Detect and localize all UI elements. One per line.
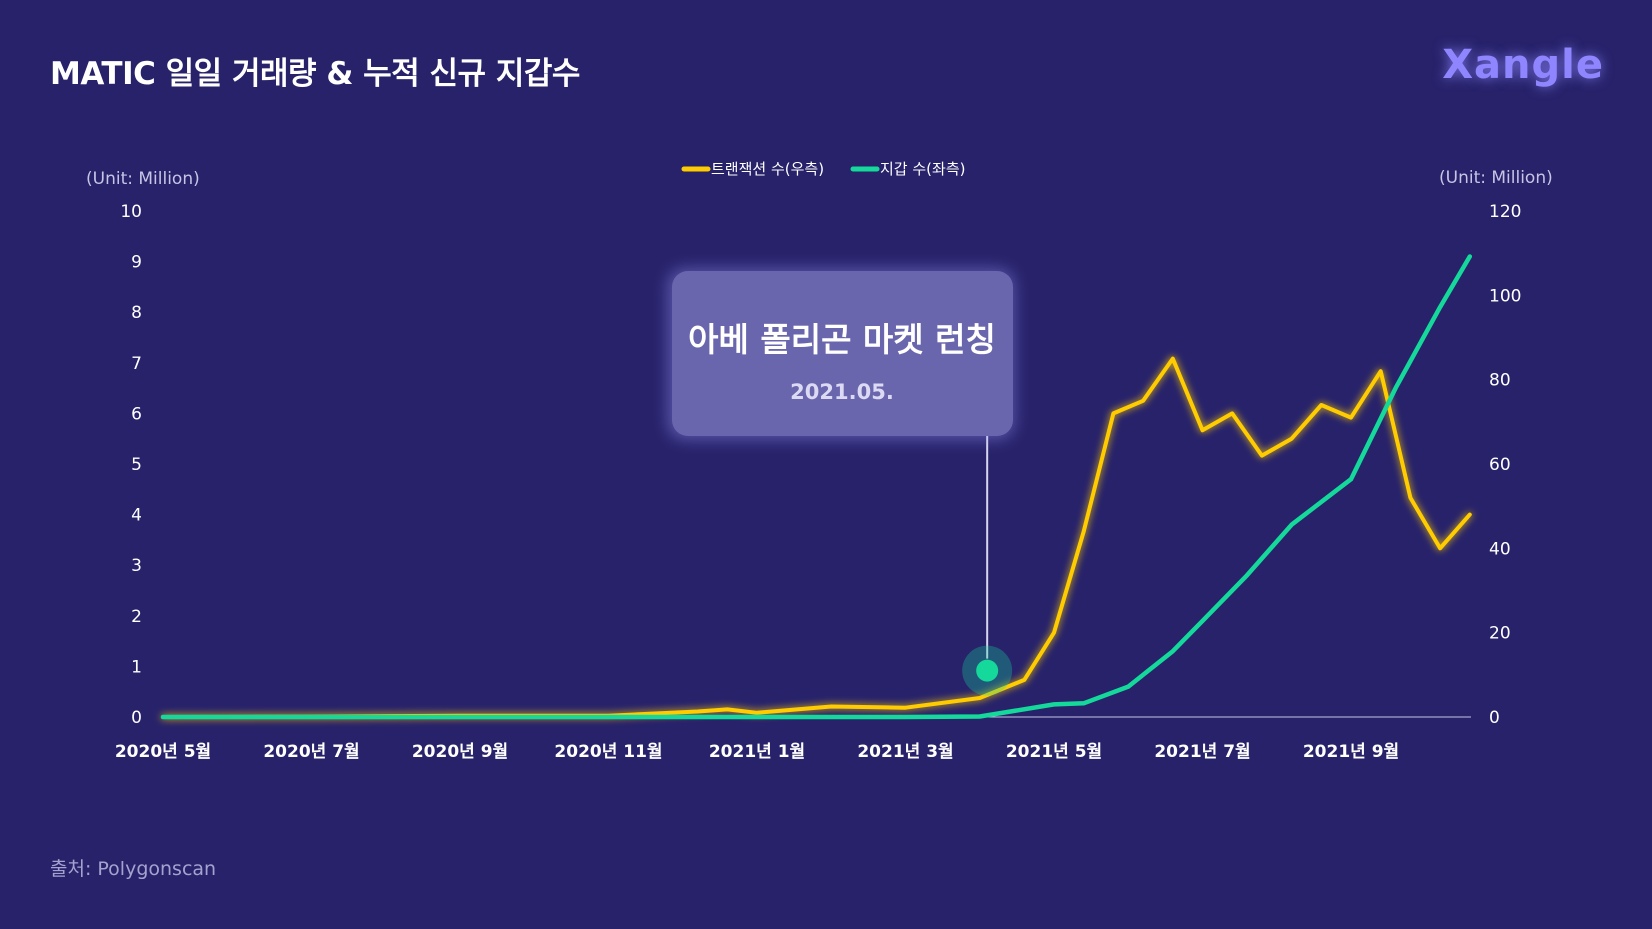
- left-tick-label: 2: [131, 607, 142, 627]
- left-tick-label: 10: [120, 202, 142, 222]
- annotation-subtitle: 2021.05.: [790, 380, 894, 404]
- xangle-logo: Xangle: [1442, 42, 1604, 88]
- x-tick-label: 2020년 5월: [115, 742, 211, 762]
- left-tick-label: 0: [131, 708, 142, 728]
- left-tick-label: 8: [131, 303, 142, 323]
- right-tick-label: 80: [1489, 371, 1511, 391]
- right-tick-label: 60: [1489, 455, 1511, 475]
- left-tick-label: 6: [131, 404, 142, 424]
- right-axis-ticks: 0 20 40 60 80 100 120: [1489, 202, 1521, 728]
- right-tick-label: 100: [1489, 286, 1521, 306]
- x-tick-label: 2020년 7월: [263, 742, 359, 762]
- series-layer: [160, 254, 1473, 720]
- right-axis-unit: (Unit: Million): [1439, 168, 1553, 188]
- x-tick-label: 2021년 3월: [857, 742, 953, 762]
- left-tick-label: 9: [131, 253, 142, 273]
- right-tick-label: 40: [1489, 539, 1511, 559]
- left-tick-label: 1: [131, 657, 142, 677]
- left-tick-label: 5: [131, 455, 142, 475]
- left-tick-label: 4: [131, 506, 142, 526]
- annotation-title: 아베 폴리곤 마켓 런칭: [688, 320, 996, 359]
- series-line-wallets: [160, 254, 1473, 720]
- right-tick-label: 20: [1489, 624, 1511, 644]
- x-tick-label: 2021년 9월: [1303, 742, 1399, 762]
- left-axis-ticks: 0 1 2 3 4 5 6 7 8 9 10: [120, 202, 142, 728]
- chart-title: MATIC 일일 거래량 & 누적 신규 지갑수: [50, 56, 580, 92]
- x-tick-label: 2020년 9월: [412, 742, 508, 762]
- annotation-callout: 아베 폴리곤 마켓 런칭 2021.05.: [668, 269, 1014, 439]
- left-axis-unit: (Unit: Million): [86, 169, 200, 189]
- x-tick-label: 2020년 11월: [554, 742, 662, 762]
- x-tick-label: 2021년 7월: [1154, 742, 1250, 762]
- x-tick-label: 2021년 1월: [709, 742, 805, 762]
- legend: 트랜잭션 수(우측) 지갑 수(좌측): [681, 160, 965, 178]
- right-tick-label: 120: [1489, 202, 1521, 222]
- x-axis-ticks: 2020년 5월 2020년 7월 2020년 9월 2020년 11월 2021년 1…: [115, 742, 1399, 762]
- left-tick-label: 7: [131, 354, 142, 374]
- legend-label-transactions: 트랜잭션 수(우측): [711, 160, 824, 178]
- source-note: 출처: Polygonscan: [50, 858, 217, 880]
- x-tick-label: 2021년 5월: [1006, 742, 1102, 762]
- callout-box: [672, 271, 1013, 436]
- highlight-point: [976, 659, 999, 682]
- right-tick-label: 0: [1489, 708, 1500, 728]
- series-line-transactions: [161, 356, 1472, 719]
- left-tick-label: 3: [131, 556, 142, 576]
- legend-label-wallets: 지갑 수(좌측): [880, 160, 965, 178]
